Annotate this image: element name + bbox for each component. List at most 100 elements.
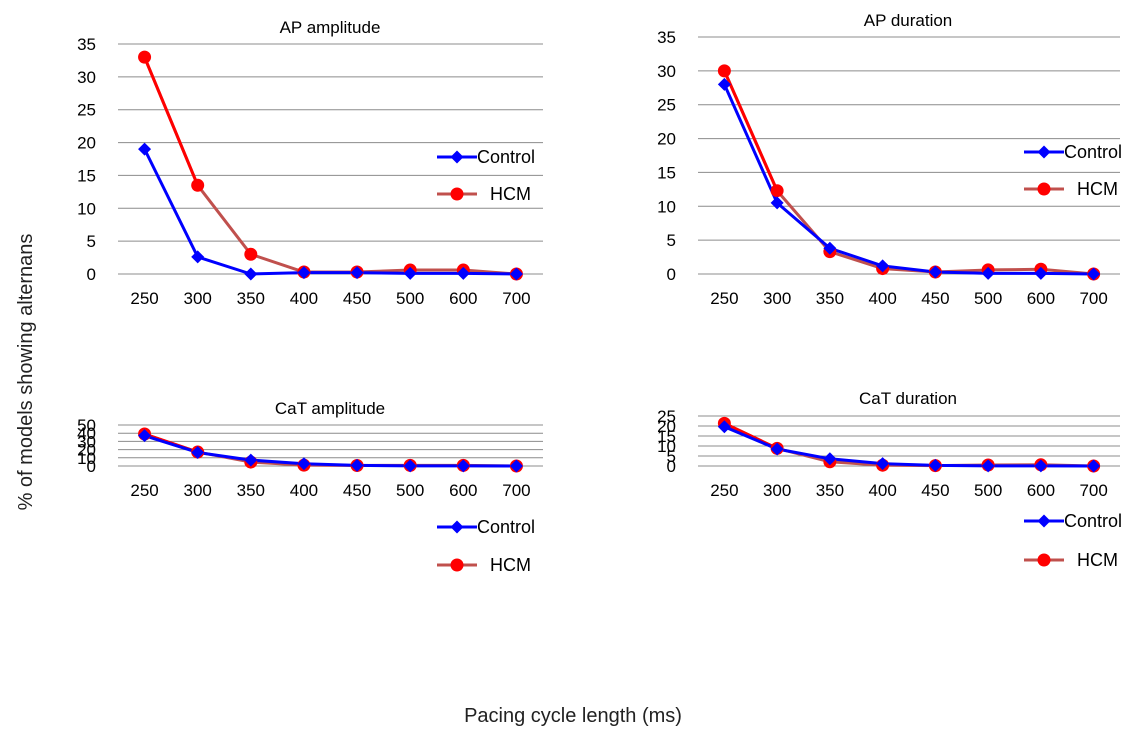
data-point-control bbox=[350, 458, 364, 472]
data-point-control bbox=[138, 429, 152, 443]
data-point-control bbox=[823, 241, 837, 255]
x-tick-label: 700 bbox=[1079, 289, 1107, 308]
data-point-hcm bbox=[191, 178, 205, 192]
y-tick-label: 5 bbox=[667, 447, 676, 466]
y-tick-label: 30 bbox=[77, 432, 96, 451]
data-point-control bbox=[981, 266, 995, 280]
data-point-hcm bbox=[717, 64, 731, 78]
legend-marker-control bbox=[1037, 145, 1051, 159]
chart-title: CaT duration bbox=[859, 389, 957, 408]
y-tick-label: 35 bbox=[657, 28, 676, 47]
legend-label-control: Control bbox=[1064, 142, 1122, 162]
x-tick-label: 500 bbox=[396, 481, 424, 500]
x-tick-label: 350 bbox=[816, 481, 844, 500]
y-tick-label: 30 bbox=[77, 68, 96, 87]
data-point-control bbox=[456, 459, 470, 473]
series-line-control bbox=[144, 434, 517, 468]
data-point-control bbox=[1087, 459, 1101, 473]
legend-label-hcm: HCM bbox=[1077, 179, 1118, 199]
data-point-control bbox=[509, 267, 523, 281]
x-tick-label: 400 bbox=[868, 481, 896, 500]
data-point-control bbox=[191, 445, 205, 459]
chart-title: CaT amplitude bbox=[275, 399, 385, 418]
legend-label-hcm: HCM bbox=[490, 555, 531, 575]
data-point-control bbox=[928, 458, 942, 472]
x-tick-label: 600 bbox=[1027, 481, 1055, 500]
y-tick-label: 0 bbox=[87, 457, 96, 476]
y-tick-label: 5 bbox=[87, 232, 96, 251]
x-tick-label: 250 bbox=[130, 289, 158, 308]
data-point-hcm bbox=[138, 50, 152, 64]
x-tick-label: 400 bbox=[290, 481, 318, 500]
legend-label-control: Control bbox=[477, 517, 535, 537]
y-tick-label: 10 bbox=[657, 437, 676, 456]
x-tick-label: 300 bbox=[184, 481, 212, 500]
x-tick-label: 700 bbox=[1079, 481, 1107, 500]
y-tick-label: 15 bbox=[657, 163, 676, 182]
data-point-control bbox=[403, 266, 417, 280]
legend-label-hcm: HCM bbox=[1077, 550, 1118, 570]
data-point-control bbox=[350, 266, 364, 280]
x-tick-label: 350 bbox=[237, 481, 265, 500]
y-tick-label: 20 bbox=[657, 417, 676, 436]
legend-label-control: Control bbox=[1064, 511, 1122, 531]
chart-panel-2: AP duration 0 5 10 15 20 25 30 35 250 300 350 400 450… bbox=[657, 11, 1122, 308]
x-tick-label: 700 bbox=[502, 289, 530, 308]
y-tick-label: 40 bbox=[77, 424, 96, 443]
y-axis-label: % of models showing alternans bbox=[15, 234, 37, 511]
x-tick-label: 350 bbox=[816, 289, 844, 308]
x-tick-label: 600 bbox=[449, 481, 477, 500]
y-tick-label: 20 bbox=[77, 441, 96, 460]
x-tick-label: 450 bbox=[343, 289, 371, 308]
y-tick-label: 10 bbox=[657, 197, 676, 216]
data-point-control bbox=[1034, 266, 1048, 280]
y-tick-label: 10 bbox=[77, 199, 96, 218]
x-tick-label: 500 bbox=[974, 289, 1002, 308]
data-point-control bbox=[456, 266, 470, 280]
legend-marker-control bbox=[1037, 514, 1051, 528]
y-tick-label: 30 bbox=[657, 62, 676, 81]
series-line-control bbox=[723, 425, 1094, 468]
data-point-control bbox=[138, 142, 152, 156]
data-point-control bbox=[981, 459, 995, 473]
data-point-control bbox=[297, 457, 311, 471]
series-line-control bbox=[143, 148, 517, 276]
y-tick-label: 0 bbox=[667, 265, 676, 284]
x-tick-label: 300 bbox=[763, 289, 791, 308]
data-point-control bbox=[1087, 267, 1101, 281]
legend-marker-hcm bbox=[1037, 182, 1051, 196]
data-point-control bbox=[876, 457, 890, 471]
chart-title: AP duration bbox=[864, 11, 953, 30]
legend-label-hcm: HCM bbox=[490, 184, 531, 204]
data-point-control bbox=[244, 453, 258, 467]
x-tick-label: 700 bbox=[502, 481, 530, 500]
data-point-control bbox=[244, 267, 258, 281]
data-point-control bbox=[876, 259, 890, 273]
x-tick-label: 300 bbox=[763, 481, 791, 500]
legend-marker-control bbox=[450, 150, 464, 164]
y-tick-label: 5 bbox=[667, 231, 676, 250]
data-point-control bbox=[1034, 459, 1048, 473]
y-tick-label: 10 bbox=[77, 449, 96, 468]
x-tick-label: 600 bbox=[449, 289, 477, 308]
y-tick-label: 20 bbox=[657, 130, 676, 149]
legend-marker-hcm bbox=[450, 558, 464, 572]
chart-title: AP amplitude bbox=[280, 18, 381, 37]
y-tick-label: 20 bbox=[77, 134, 96, 153]
chart-panel-1: AP amplitude 0 5 10 15 20 25 30 35 250 300 350 400 45… bbox=[77, 18, 543, 308]
series-line-hcm-first bbox=[723, 70, 779, 192]
data-point-control bbox=[717, 77, 731, 91]
data-point-control bbox=[509, 459, 523, 473]
x-tick-label: 250 bbox=[710, 289, 738, 308]
x-tick-label: 250 bbox=[710, 481, 738, 500]
data-point-control bbox=[717, 420, 731, 434]
x-tick-label: 600 bbox=[1027, 289, 1055, 308]
data-point-control bbox=[297, 266, 311, 280]
x-tick-label: 300 bbox=[184, 289, 212, 308]
x-tick-label: 450 bbox=[921, 481, 949, 500]
data-point-control bbox=[928, 265, 942, 279]
y-tick-label: 25 bbox=[657, 407, 676, 426]
x-tick-label: 250 bbox=[130, 481, 158, 500]
